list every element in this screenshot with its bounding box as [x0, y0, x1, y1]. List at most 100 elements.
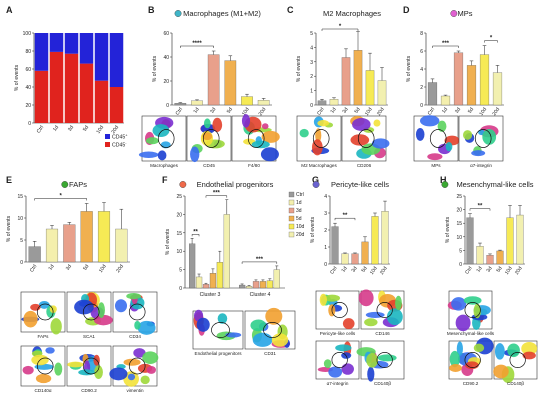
x-tick-label: 20d	[379, 266, 389, 276]
tsne-blob	[261, 123, 269, 130]
tsne-blob	[146, 365, 157, 374]
tsne-label: CD34	[129, 334, 141, 339]
tsne-thumbnail: α7-integrin	[458, 115, 504, 168]
tsne-blob	[521, 341, 538, 356]
tsne-blob	[202, 132, 213, 141]
tsne-blob	[196, 317, 210, 332]
stacked-bar-segment	[94, 80, 109, 123]
x-tick-label: 3d	[342, 107, 350, 115]
tsne-blob	[94, 365, 103, 380]
y-tick-label: 2	[310, 74, 313, 80]
tsne-blob	[377, 354, 397, 362]
y-tick-label: 80	[25, 49, 31, 55]
y-tick-label: 25	[176, 194, 182, 200]
tsne-blob	[133, 348, 146, 358]
x-tick-label: Ctrl	[175, 107, 184, 117]
tsne-thumbnail: FAPs	[20, 291, 66, 339]
tsne-blob	[522, 351, 536, 360]
bar	[476, 246, 484, 265]
bar	[195, 276, 203, 289]
x-tick-label: 5d	[82, 125, 90, 133]
x-tick-label: 5d	[467, 107, 475, 115]
legend-label: CD45+	[112, 134, 128, 141]
significance-bracket	[469, 208, 491, 211]
tsne-label: FAPs	[38, 334, 50, 339]
x-tick-label: 20d	[115, 264, 125, 274]
significance-label: ***	[442, 41, 450, 47]
tsne-blob	[200, 123, 216, 134]
tsne-label: CD90.2	[81, 388, 97, 393]
x-tick-label: 3d	[67, 125, 75, 133]
title-dot	[179, 181, 187, 188]
significance-bracket	[191, 234, 200, 237]
bar	[216, 262, 223, 289]
tsne-blob	[366, 352, 379, 368]
tsne-label: SCA1	[83, 334, 95, 339]
y-tick-label: 20	[176, 212, 182, 218]
bar	[191, 100, 203, 106]
legend-swatch	[288, 207, 295, 214]
bar	[207, 54, 220, 106]
y-tick-label: 5	[310, 31, 313, 37]
tsne-thumbnail: Endothelial progenitors	[192, 309, 244, 356]
x-tick-label: 20d	[376, 107, 386, 117]
tsne-gate	[157, 129, 175, 148]
y-tick-label: 0	[28, 121, 31, 127]
y-axis-label: % of events	[310, 216, 316, 243]
bar	[252, 281, 260, 289]
tsne-thumbnail: CD146	[358, 289, 405, 336]
bar	[63, 224, 76, 263]
tsne-blob	[93, 314, 113, 326]
bar	[174, 103, 187, 106]
tsne-label: Mesenchymal-like cells	[447, 331, 495, 336]
panel-letter: A	[6, 5, 13, 15]
y-tick-label: 2	[420, 85, 423, 91]
tsne-blob	[203, 118, 211, 129]
tsne-gate	[36, 303, 54, 321]
tsne-label: CD90.2	[463, 381, 479, 386]
tsne-blob	[364, 318, 378, 327]
tsne-blob	[324, 294, 341, 302]
tsne-blob	[54, 362, 63, 376]
stacked-bar-segment	[64, 53, 79, 124]
tsne-blob	[350, 134, 370, 146]
x-tick-label: 10d	[364, 107, 374, 117]
x-tick-label: 10d	[98, 264, 108, 274]
tsne-blob	[212, 117, 223, 132]
x-tick-label: 20d	[110, 125, 120, 135]
panel-letter: F	[162, 175, 168, 185]
x-tick-label: 10d	[95, 125, 105, 135]
x-tick-label: 1d	[330, 107, 338, 115]
tsne-thumbnail: CD45	[186, 115, 232, 168]
y-tick-label: 0	[324, 262, 327, 268]
significance-label: *	[59, 193, 62, 199]
x-tick-label: 10d	[504, 266, 514, 276]
tsne-gate	[474, 129, 492, 148]
x-tick-label: 5d	[496, 266, 504, 274]
stacked-bar-segment	[109, 87, 124, 123]
tsne-blob	[335, 344, 352, 352]
significance-bracket	[484, 40, 498, 43]
bar	[259, 281, 267, 289]
tsne-blob	[478, 129, 485, 136]
tsne-blob	[127, 373, 136, 381]
tsne-gate	[128, 303, 146, 321]
panel-title: MPs	[458, 9, 473, 18]
tsne-blob	[445, 141, 453, 152]
title-dot	[450, 10, 458, 17]
panel-letter: G	[312, 175, 319, 185]
panel-title: Endothelial progenitors	[197, 180, 274, 189]
bar	[496, 250, 504, 265]
stacked-bar-segment	[49, 33, 64, 52]
tsne-blob	[367, 366, 375, 382]
tsne-blob	[449, 364, 462, 372]
bar	[440, 95, 451, 106]
legend-swatch	[288, 223, 295, 230]
y-axis-label: % of events	[14, 64, 20, 91]
tsne-blob	[315, 128, 322, 143]
x-tick-label: 3d	[486, 266, 494, 274]
tsne-blob	[456, 341, 463, 356]
y-tick-label: 15	[456, 221, 462, 227]
y-tick-label: 10	[176, 249, 182, 255]
tsne-blob	[494, 343, 505, 360]
